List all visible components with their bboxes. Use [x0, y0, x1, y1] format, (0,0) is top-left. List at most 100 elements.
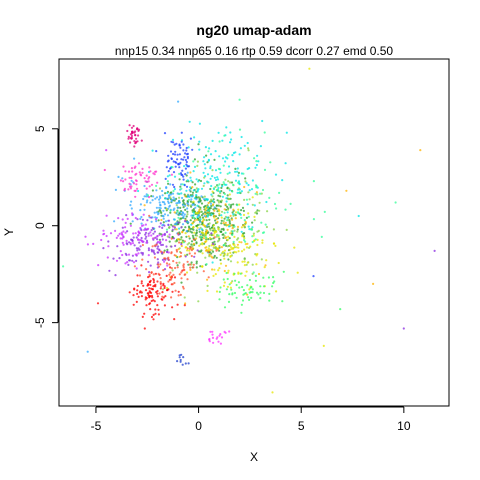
data-point [255, 193, 257, 195]
data-point [196, 232, 198, 234]
data-point [176, 228, 178, 230]
data-point [234, 171, 236, 173]
data-point [133, 288, 135, 290]
data-point [127, 218, 129, 220]
data-point [123, 244, 125, 246]
data-point [182, 176, 184, 178]
data-point [171, 306, 173, 308]
data-point [187, 172, 189, 174]
data-point [136, 301, 138, 303]
data-point [312, 275, 314, 277]
x-tick-label: 5 [298, 419, 305, 433]
data-point [403, 327, 405, 329]
data-point [218, 155, 220, 157]
data-point [155, 218, 157, 220]
data-point [128, 136, 130, 138]
data-point [139, 274, 141, 276]
data-point [212, 191, 214, 193]
data-point [190, 224, 192, 226]
data-point [268, 276, 270, 278]
data-point [216, 290, 218, 292]
data-point [172, 283, 174, 285]
data-point [129, 177, 131, 179]
data-point [137, 252, 139, 254]
data-point [133, 261, 135, 263]
data-point [143, 313, 145, 315]
data-point [226, 217, 228, 219]
data-point [247, 203, 249, 205]
data-point [213, 198, 215, 200]
data-point [176, 249, 178, 251]
data-point [194, 183, 196, 185]
data-point [163, 261, 165, 263]
data-point [275, 174, 277, 176]
data-point [156, 196, 158, 198]
data-point [177, 154, 179, 156]
data-point [191, 231, 193, 233]
data-point [172, 139, 174, 141]
data-point [212, 243, 214, 245]
data-point [218, 298, 220, 300]
data-point [179, 202, 181, 204]
data-point [155, 189, 157, 191]
data-point [178, 197, 180, 199]
data-point [283, 271, 285, 273]
data-point [174, 153, 176, 155]
data-point [152, 172, 154, 174]
data-point [132, 220, 134, 222]
data-point [137, 238, 139, 240]
data-point [183, 266, 185, 268]
data-point [144, 238, 146, 240]
data-point [141, 259, 143, 261]
data-point [168, 263, 170, 265]
data-point [212, 261, 214, 263]
data-point [225, 197, 227, 199]
data-point [251, 188, 253, 190]
data-point [152, 189, 154, 191]
data-point [141, 223, 143, 225]
data-point [201, 188, 203, 190]
data-point [193, 203, 195, 205]
data-point [162, 194, 164, 196]
data-point [149, 185, 151, 187]
data-point [84, 236, 86, 238]
data-point [179, 147, 181, 149]
data-point [238, 281, 240, 283]
data-point [136, 249, 138, 251]
data-point [173, 218, 175, 220]
data-point [158, 219, 160, 221]
data-point [228, 330, 230, 332]
data-point [158, 313, 160, 315]
data-point [163, 257, 165, 259]
data-point [261, 120, 263, 122]
data-point [207, 181, 209, 183]
y-tick-label: 0 [33, 222, 47, 229]
data-point [247, 191, 249, 193]
data-point [153, 279, 155, 281]
data-point [148, 166, 150, 168]
data-point [156, 211, 158, 213]
data-point [278, 262, 280, 264]
data-point [219, 291, 221, 293]
data-point [297, 272, 299, 274]
data-point [181, 231, 183, 233]
data-point [170, 246, 172, 248]
data-point [184, 209, 186, 211]
data-point [234, 168, 236, 170]
data-point [160, 251, 162, 253]
data-point [237, 209, 239, 211]
data-point [204, 247, 206, 249]
data-point [240, 241, 242, 243]
data-point [107, 240, 109, 242]
data-point [179, 273, 181, 275]
data-point [134, 142, 136, 144]
data-point [217, 269, 219, 271]
x-tick-label: -5 [91, 419, 102, 433]
data-point [186, 230, 188, 232]
data-point [203, 225, 205, 227]
data-point [225, 265, 227, 267]
data-point [237, 182, 239, 184]
data-point [258, 273, 260, 275]
data-point [180, 238, 182, 240]
data-point [135, 253, 137, 255]
